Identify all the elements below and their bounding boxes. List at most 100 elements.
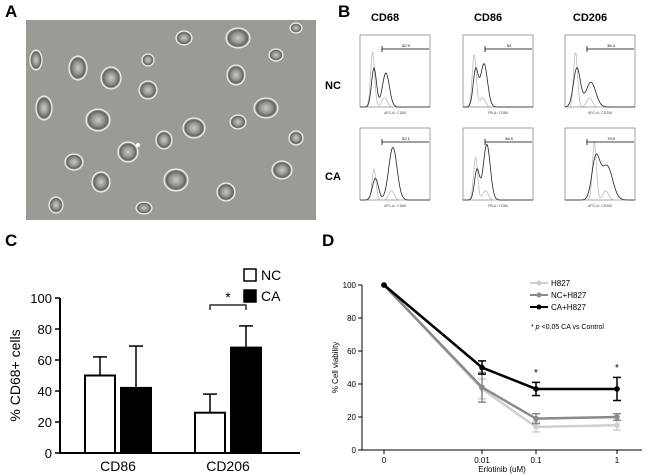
histogram-x-label: APC-A:: CD206 bbox=[588, 204, 612, 208]
flow-histogram-svg: 46.5PB-A:: CD86 bbox=[462, 127, 534, 208]
stained-curve bbox=[463, 62, 533, 108]
data-point bbox=[533, 415, 539, 422]
significance-star: * bbox=[615, 363, 619, 374]
panel-label-d: D bbox=[322, 231, 335, 250]
stained-curve bbox=[463, 143, 533, 201]
y-tick-label: 60 bbox=[347, 347, 356, 356]
y-axis-label: % CD68+ cells bbox=[7, 329, 23, 421]
data-point bbox=[614, 414, 620, 420]
flow-column-cd206: CD206 bbox=[572, 12, 608, 24]
data-point bbox=[381, 282, 387, 288]
x-axis-label: Erlotinib (uM) bbox=[478, 465, 526, 474]
y-axis-label: % Cell viability bbox=[331, 342, 340, 394]
panel-label-b: B bbox=[338, 2, 351, 21]
line-chart-svg: 0 20 40 60 80 100 0 0.01 0.1 1 Erlotinib (uM) % Cel… bbox=[331, 279, 642, 474]
significance-note: * p <0.05 CA vs Control bbox=[531, 324, 604, 331]
legend-label: CA+H827 bbox=[551, 303, 586, 312]
gate-percent: 52 bbox=[507, 43, 512, 48]
gate-percent: 52.1 bbox=[402, 136, 411, 141]
x-tick-label: 0.1 bbox=[530, 456, 542, 465]
x-tick-label: 0 bbox=[382, 456, 387, 465]
line-chart-viability: 0 20 40 60 80 100 0 0.01 0.1 1 Erlotinib (uM) % Cel… bbox=[322, 245, 650, 475]
data-point bbox=[479, 364, 485, 371]
y-tick-label: 40 bbox=[347, 380, 356, 389]
histogram-x-label: PB-A:: CD86 bbox=[488, 111, 508, 115]
data-point bbox=[614, 422, 620, 429]
y-tick-label: 80 bbox=[347, 314, 356, 323]
histogram-x-label: APC-A:: CD68 bbox=[384, 111, 406, 115]
flow-column-cd86: CD86 bbox=[473, 12, 503, 24]
y-tick-label: 100 bbox=[343, 281, 357, 290]
legend-label: H827 bbox=[551, 279, 571, 288]
legend-swatch bbox=[243, 268, 257, 282]
histogram-frame bbox=[462, 34, 534, 108]
bar-chart-svg: 0 20 40 60 80 100 % CD68+ cells CD86 CD206 * NC CA bbox=[7, 267, 300, 474]
panel-label-a: A bbox=[5, 2, 18, 21]
series-line-nc-h827 bbox=[383, 284, 618, 420]
gate-percent: 46.5 bbox=[505, 136, 514, 141]
bar-ca bbox=[120, 386, 152, 454]
series-line-ca-h827 bbox=[383, 284, 617, 391]
histogram-frame bbox=[564, 34, 636, 108]
y-tick-label: 80 bbox=[38, 322, 52, 337]
legend-swatch bbox=[243, 289, 257, 303]
stained-curve bbox=[360, 66, 430, 108]
flow-row-ca: CA bbox=[325, 171, 341, 183]
panel-label-c: C bbox=[5, 231, 18, 250]
data-point bbox=[533, 386, 539, 392]
legend-marker bbox=[536, 292, 542, 298]
significance-bracket bbox=[209, 304, 247, 310]
y-tick-label: 0 bbox=[45, 446, 52, 461]
y-tick-label: 20 bbox=[38, 415, 52, 430]
x-tick-label: 1 bbox=[615, 456, 620, 465]
stained-curve bbox=[565, 153, 635, 201]
histogram-frame bbox=[564, 127, 636, 201]
significance-star: * bbox=[225, 289, 231, 305]
category-label: CD86 bbox=[100, 458, 136, 474]
y-tick-label: 20 bbox=[347, 413, 356, 422]
legend-marker bbox=[536, 304, 542, 310]
y-tick-label: 60 bbox=[38, 353, 52, 368]
bar-nc bbox=[194, 411, 226, 454]
stained-curve bbox=[564, 66, 635, 108]
y-tick-label: 40 bbox=[38, 384, 52, 399]
y-tick-label: 100 bbox=[30, 291, 52, 306]
bar-nc bbox=[84, 374, 116, 454]
stained-curve bbox=[360, 146, 430, 201]
legend-label: NC bbox=[261, 267, 281, 283]
gate-percent: 79.9 bbox=[607, 136, 616, 141]
gate-percent: 36.4 bbox=[607, 43, 616, 48]
data-point bbox=[533, 424, 539, 430]
flow-row-nc: NC bbox=[325, 80, 341, 92]
gate-percent: 62.9 bbox=[402, 43, 411, 48]
bar-ca bbox=[230, 346, 262, 454]
y-tick-label: 0 bbox=[352, 446, 357, 455]
data-point bbox=[614, 386, 620, 392]
legend-label: NC+H827 bbox=[551, 291, 587, 300]
legend-marker bbox=[536, 280, 542, 286]
histogram-frame bbox=[359, 34, 431, 108]
data-point bbox=[479, 384, 485, 391]
histogram-frame bbox=[359, 127, 431, 201]
legend-label: CA bbox=[261, 288, 281, 304]
histogram-x-label: APC-A:: CD68 bbox=[384, 204, 406, 208]
category-label: CD206 bbox=[206, 458, 250, 474]
histogram-x-label: APC-A:: CD206 bbox=[588, 111, 612, 115]
x-tick-label: 0.01 bbox=[474, 456, 490, 465]
significance-star: * bbox=[534, 368, 538, 379]
bar-chart-cd68: 0 20 40 60 80 100 % CD68+ cells CD86 CD206 * NC CA bbox=[0, 245, 320, 475]
histogram-x-label: PB-A:: CD86 bbox=[488, 204, 508, 208]
flow-column-cd68: CD68 bbox=[370, 12, 400, 24]
microscopy-image bbox=[26, 20, 316, 220]
